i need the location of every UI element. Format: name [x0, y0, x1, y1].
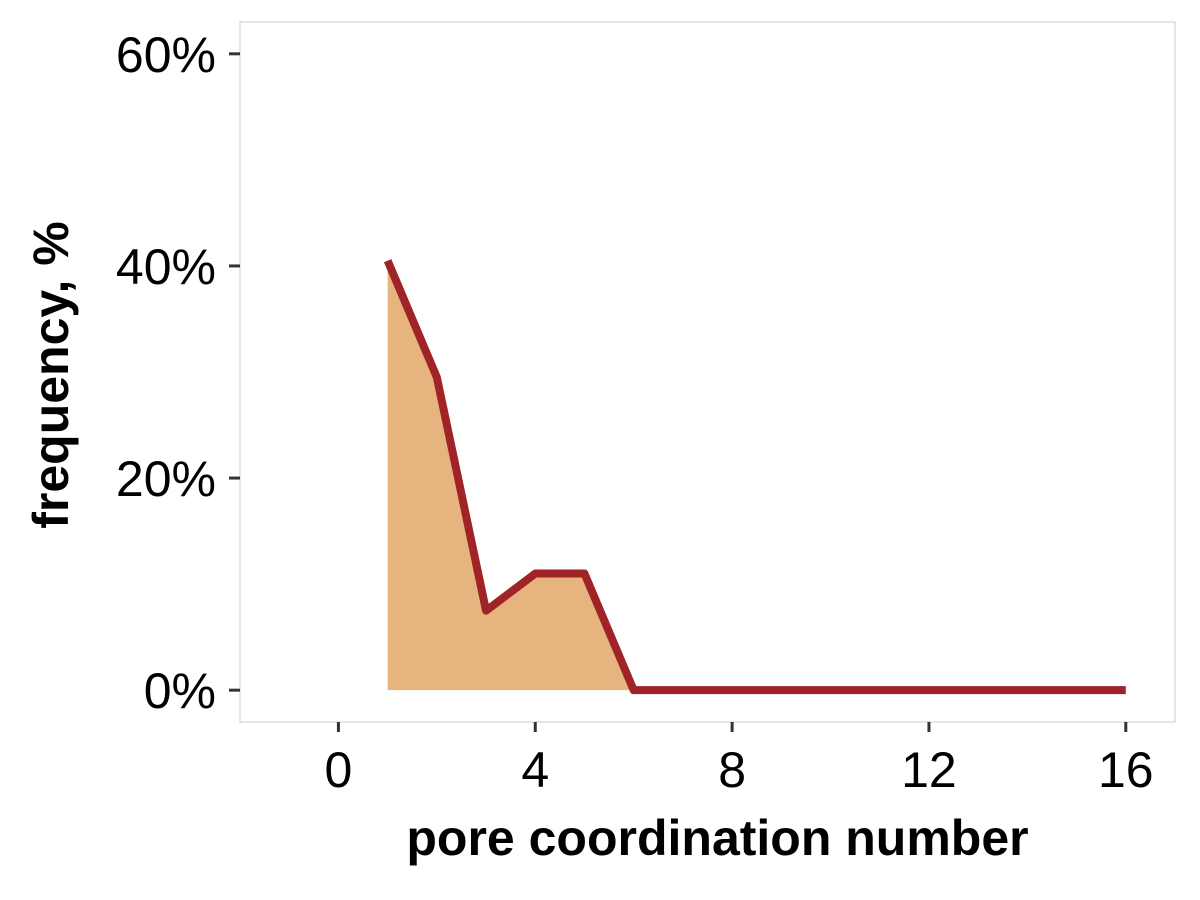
frequency-line	[383, 259, 1126, 695]
x-tick-label: 16	[1098, 742, 1154, 798]
x-tick-label: 0	[325, 742, 353, 798]
x-tick-label: 12	[901, 742, 957, 798]
plot-panel	[239, 21, 1176, 723]
line-layer	[383, 259, 1126, 695]
y-tick-label: 40%	[116, 239, 216, 295]
x-axis-title: pore coordination number	[406, 810, 1028, 866]
y-tick-label: 0%	[144, 663, 216, 719]
area-layer	[387, 260, 1126, 691]
x-tick-label: 4	[521, 742, 549, 798]
x-axis: 0 4 8 12 16	[325, 722, 1154, 798]
y-axis: 0% 20% 40% 60%	[116, 27, 240, 719]
frequency-area	[387, 260, 1126, 691]
y-tick-label: 60%	[116, 27, 216, 83]
y-axis-title: frequency, %	[23, 221, 79, 529]
y-tick-label: 20%	[116, 451, 216, 507]
x-tick-label: 8	[718, 742, 746, 798]
